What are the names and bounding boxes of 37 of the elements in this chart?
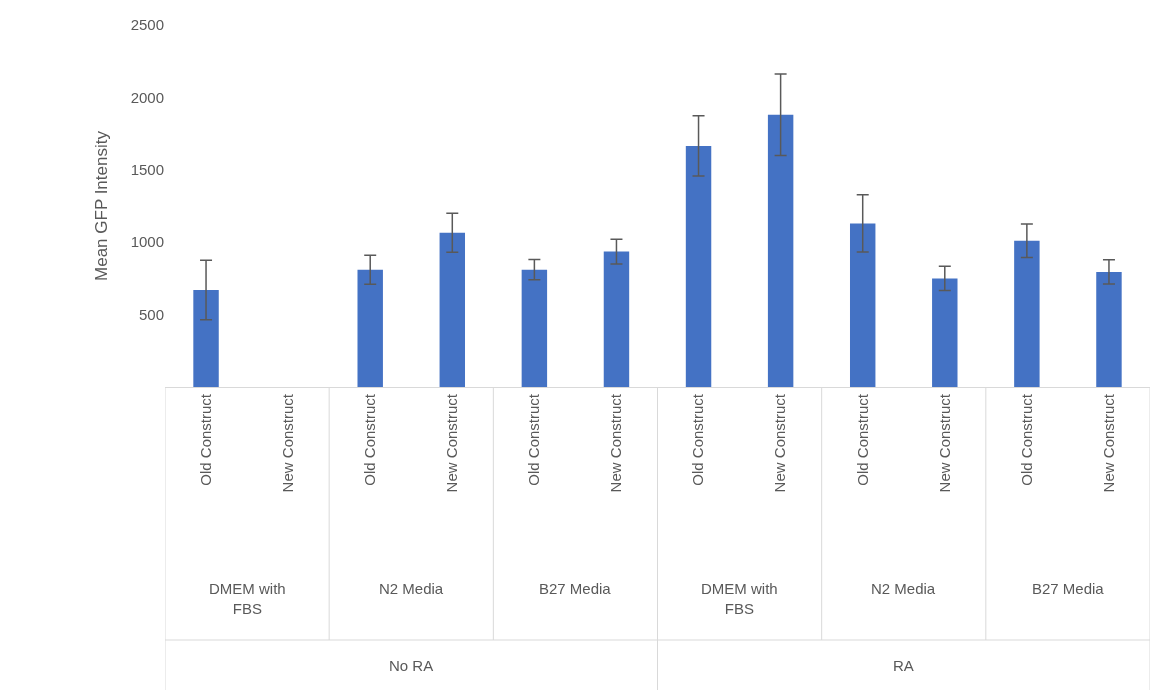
y-tick-label: 500 (138, 305, 164, 323)
text: DMEM with FBS (701, 580, 778, 617)
x-tick-label: Old Construct (196, 393, 214, 486)
bar (603, 251, 630, 387)
text: B27 Media (1032, 580, 1105, 597)
x-tick-label: New Construct (279, 393, 297, 493)
bar (1014, 240, 1040, 387)
x-tick-label: Old Construct (361, 393, 379, 486)
text: N2 Media (379, 580, 444, 597)
x-tick-label: Old Construct (1017, 393, 1035, 486)
text: N2 Media (871, 580, 936, 597)
x-tick-label: Old Construct (689, 393, 707, 486)
bar (521, 269, 548, 387)
y-tick-label: 2000 (130, 88, 164, 106)
bar (685, 145, 712, 387)
y-tick-label: 1000 (130, 233, 164, 251)
x-tick-label: New Construct (771, 393, 789, 493)
bar (193, 289, 219, 387)
x-tick-label: New Construct (607, 393, 625, 493)
y-tick-label: 1500 (130, 161, 164, 179)
x-tick-label: New Construct (1099, 393, 1117, 493)
text: RA (893, 657, 914, 674)
text: B27 Media (539, 580, 612, 597)
bar (767, 114, 794, 387)
x-tick-label: New Construct (443, 393, 461, 493)
bar (439, 232, 466, 387)
text: DMEM with FBS (209, 580, 286, 617)
text: No RA (389, 657, 434, 674)
y-tick-label: 2500 (130, 16, 164, 34)
x-tick-label: Old Construct (853, 393, 871, 486)
bar (932, 278, 958, 387)
bar (849, 223, 876, 387)
x-tick-label: New Construct (935, 393, 953, 493)
x-tick-label: Old Construct (525, 393, 543, 486)
bar (1096, 271, 1122, 387)
y-axis-title: Mean GFP Intensity (92, 130, 112, 281)
bar (357, 269, 383, 387)
